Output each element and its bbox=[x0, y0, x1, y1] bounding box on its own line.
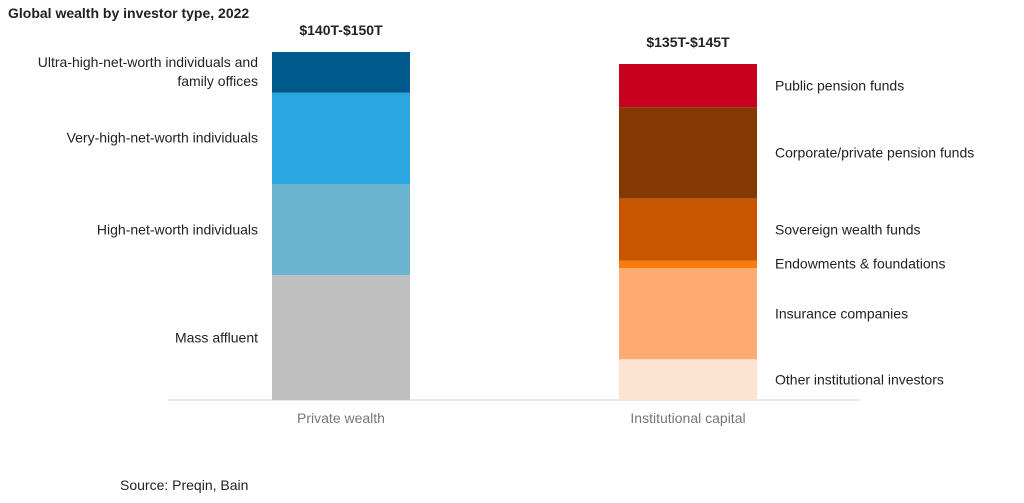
chart-title: Global wealth by investor type, 2022 bbox=[8, 5, 250, 21]
source-note: Source: Preqin, Bain bbox=[120, 477, 249, 493]
bar-segment bbox=[619, 359, 757, 400]
category-label: Private wealth bbox=[297, 410, 385, 426]
bar-segment bbox=[619, 268, 757, 360]
segment-label: Mass affluent bbox=[174, 329, 258, 346]
bar-segment bbox=[619, 64, 757, 108]
bar-segment bbox=[272, 184, 410, 276]
bar-segment bbox=[619, 107, 757, 199]
segment-label: Very-high-net-worth individuals bbox=[66, 129, 258, 146]
segment-label: Ultra-high-net-worth individuals and fam… bbox=[37, 54, 258, 90]
segment-label: Public pension funds bbox=[775, 77, 905, 94]
category-label: Institutional capital bbox=[630, 410, 746, 426]
bar-segment bbox=[619, 260, 757, 268]
total-label: $135T-$145T bbox=[646, 34, 730, 50]
total-label: $140T-$150T bbox=[299, 22, 383, 38]
segment-label: Corporate/private pension funds bbox=[775, 144, 975, 161]
segment-label: Other institutional investors bbox=[775, 371, 944, 388]
segment-label: Sovereign wealth funds bbox=[775, 221, 921, 238]
bar-segment bbox=[619, 198, 757, 261]
segment-label: High-net-worth individuals bbox=[96, 221, 258, 238]
bar-segment bbox=[272, 52, 410, 93]
bar-segment bbox=[272, 275, 410, 400]
segment-label: Endowments & foundations bbox=[775, 255, 946, 272]
bar-segment bbox=[272, 92, 410, 184]
segment-label: Insurance companies bbox=[775, 305, 909, 322]
